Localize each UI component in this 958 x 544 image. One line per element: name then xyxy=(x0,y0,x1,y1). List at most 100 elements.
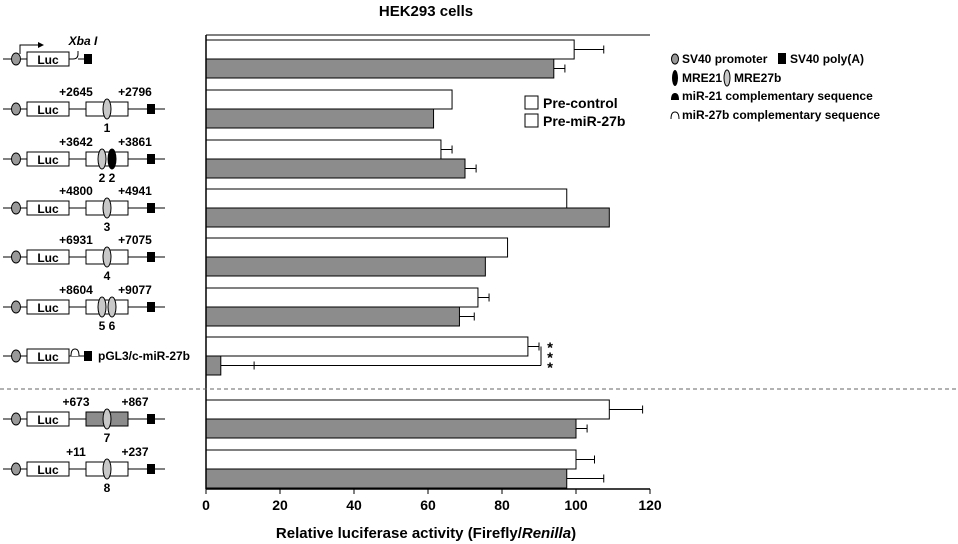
key-sv40-promoter-symbol xyxy=(671,53,679,65)
sv40-polya-symbol xyxy=(147,464,155,474)
bar-9-pre-control xyxy=(205,449,577,470)
significance-star: * xyxy=(547,350,553,367)
mre27b-symbol xyxy=(102,246,112,268)
sv40-promoter-symbol xyxy=(11,152,21,166)
legend-label-pre-control: Pre-control xyxy=(543,95,618,111)
luc-label: Luc xyxy=(37,301,59,315)
mir27b-complementary-symbol xyxy=(70,348,80,357)
mre27b-symbol xyxy=(107,296,117,318)
mre-number: 5 xyxy=(99,319,106,333)
x-tick-label: 20 xyxy=(272,497,288,513)
key-sv40-polya-label: SV40 poly(A) xyxy=(790,52,864,66)
sv40-polya-symbol xyxy=(84,54,92,64)
sv40-promoter-symbol xyxy=(11,250,21,264)
mre-number: 8 xyxy=(104,481,111,495)
mre27b-symbol xyxy=(102,458,112,480)
x-axis-label-part-3: ) xyxy=(571,525,576,542)
key-mre27b-symbol xyxy=(723,69,731,87)
construct-6: Luc+8604 +9077 5 6 xyxy=(3,283,165,333)
symbol-key: SV40 promoter SV40 poly(A) MRE21 MRE27b miR-… xyxy=(670,52,880,122)
bar-8-pre-mir-27b xyxy=(205,418,577,439)
luc-label: Luc xyxy=(37,53,59,67)
axes-layer: 0 20 40 60 80 100 120 xyxy=(0,34,958,513)
bar-4-pre-mir-27b xyxy=(205,207,610,228)
insert-start-label: +2645 xyxy=(59,85,93,99)
mre-number: 1 xyxy=(104,121,111,135)
insert-end-label: +2796 xyxy=(118,85,152,99)
mre21-symbol xyxy=(107,148,117,170)
promoter-arrow-line xyxy=(19,44,38,54)
construct-5: Luc+6931 +7075 4 xyxy=(3,233,165,283)
x-tick-label: 80 xyxy=(494,497,510,513)
sv40-polya-symbol xyxy=(147,104,155,114)
key-mre27b-label: MRE27b xyxy=(734,71,781,85)
promoter-arrow-head xyxy=(38,42,44,48)
construct-2: Luc+2645 +2796 1 xyxy=(3,85,165,135)
bar-2-pre-mir-27b xyxy=(205,108,435,129)
bar-1-pre-control xyxy=(205,39,575,60)
insert-start-label: +4800 xyxy=(59,184,93,198)
legend-swatch-pre-control xyxy=(524,95,539,110)
key-sv40-promoter-label: SV40 promoter xyxy=(682,52,768,66)
bar-7-pre-control xyxy=(205,336,529,357)
construct-name: pGL3/c-miR-27b xyxy=(98,349,190,363)
legend: Pre-control Pre-miR-27b xyxy=(524,95,625,129)
insert-end-label: +237 xyxy=(121,445,148,459)
insert-end-label: +9077 xyxy=(118,283,152,297)
luc-label: Luc xyxy=(37,103,59,117)
mre27b-symbol xyxy=(97,296,107,318)
luc-label: Luc xyxy=(37,153,59,167)
x-tick-label: 40 xyxy=(346,497,362,513)
sv40-polya-symbol xyxy=(147,203,155,213)
construct-9: Luc +11 +237 8 xyxy=(3,445,165,495)
legend-swatch-pre-mir-27b xyxy=(524,113,539,128)
luc-label: Luc xyxy=(37,350,59,364)
significance-star: * xyxy=(547,360,553,377)
xba-label: Xba I xyxy=(68,34,98,48)
luc-label: Luc xyxy=(37,413,59,427)
bar-7-pre-mir-27b xyxy=(205,355,222,376)
construct-3: Luc+3642 +3861 2 2 xyxy=(3,135,165,185)
key-mir27b-complementary-label: miR-27b complementary sequence xyxy=(682,108,880,122)
x-tick-label: 120 xyxy=(638,497,662,513)
sv40-promoter-symbol xyxy=(11,201,21,215)
insert-start-label: +11 xyxy=(66,445,86,459)
key-mir21-complementary-symbol xyxy=(671,93,679,100)
bar-5-pre-mir-27b xyxy=(205,256,486,277)
key-mre21-label: MRE21 xyxy=(682,71,722,85)
insert-start-label: +3642 xyxy=(59,135,93,149)
insert-end-label: +4941 xyxy=(118,184,152,198)
insert-box xyxy=(85,151,129,167)
x-tick-label: 100 xyxy=(564,497,588,513)
mre-number: 7 xyxy=(104,431,111,445)
bar-3-pre-mir-27b xyxy=(205,158,466,179)
key-mir27b-complementary-symbol xyxy=(670,111,680,120)
mre-number: 2 xyxy=(109,171,116,185)
luc-label: Luc xyxy=(37,463,59,477)
bar-5-pre-control xyxy=(205,237,509,258)
insert-start-label: +673 xyxy=(62,395,89,409)
construct-7: Luc pGL3/c-miR-27b xyxy=(3,348,190,364)
x-axis-label-part-2: Renilla xyxy=(522,525,571,542)
construct-4: Luc+4800 +4941 3 xyxy=(3,184,165,234)
sv40-promoter-symbol xyxy=(11,52,21,66)
sv40-promoter-symbol xyxy=(11,412,21,426)
insert-box xyxy=(85,299,129,315)
chart-title: HEK293 cells xyxy=(379,3,473,20)
legend-label-pre-mir-27b: Pre-miR-27b xyxy=(543,113,625,129)
mre-number: 2 xyxy=(99,171,106,185)
bar-6-pre-mir-27b xyxy=(205,306,460,327)
bar-4-pre-control xyxy=(205,188,568,209)
sv40-promoter-symbol xyxy=(11,349,21,363)
mre27b-symbol xyxy=(97,148,107,170)
sv40-polya-symbol xyxy=(147,302,155,312)
x-tick-label: 0 xyxy=(202,497,210,513)
sv40-polya-symbol xyxy=(147,414,155,424)
sv40-polya-symbol xyxy=(147,154,155,164)
sv40-promoter-symbol xyxy=(11,102,21,116)
insert-end-label: +3861 xyxy=(118,135,152,149)
mre-number: 4 xyxy=(104,269,111,283)
bar-1-pre-mir-27b xyxy=(205,58,555,79)
